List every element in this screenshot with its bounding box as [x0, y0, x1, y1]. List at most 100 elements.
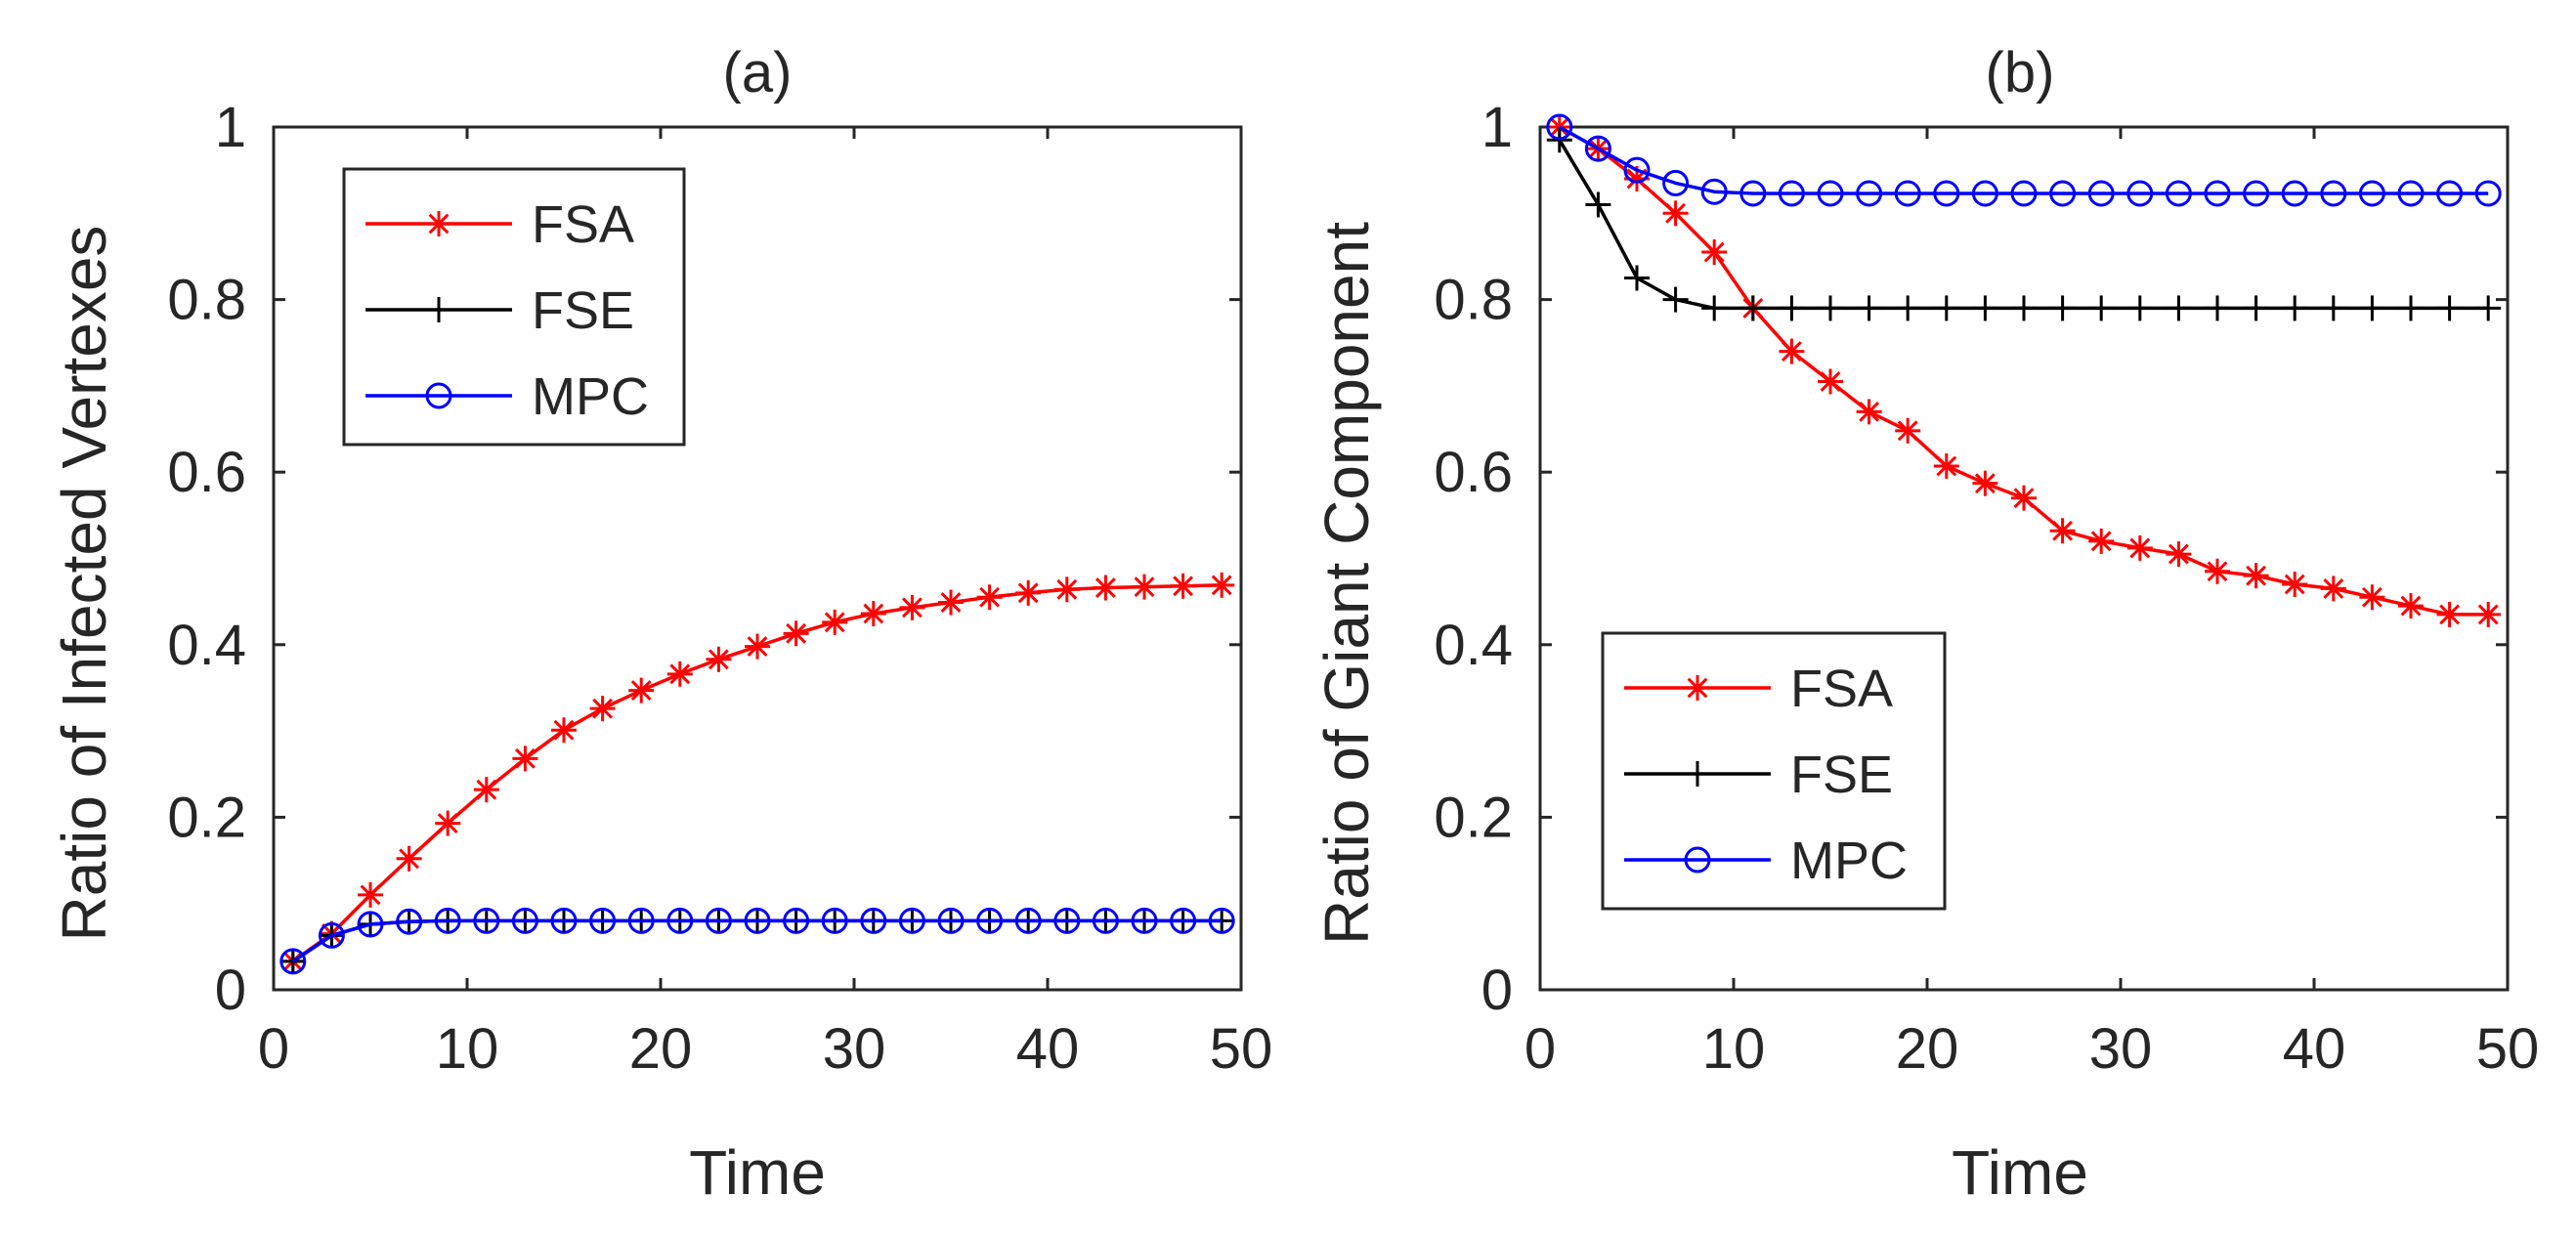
legend-item-fse: FSE [365, 281, 634, 340]
data-point [2204, 180, 2231, 207]
legend-item-fsa: FSA [365, 195, 634, 254]
data-point [1739, 180, 1767, 207]
data-point [705, 907, 732, 934]
data-point [666, 661, 693, 687]
x-tick-label: 30 [2089, 1017, 2153, 1081]
data-point [1170, 573, 1196, 599]
data-point [2166, 541, 2192, 568]
data-point [2398, 295, 2424, 321]
y-axis-label-b: Ratio of Giant Component [1311, 222, 1382, 945]
data-point [589, 696, 616, 722]
data-point [628, 677, 655, 704]
legend-label-fse: FSE [1790, 746, 1893, 804]
legend-label-mpc: MPC [532, 367, 649, 426]
series-mpc [279, 907, 1235, 975]
data-point [2166, 295, 2192, 321]
data-point [2474, 180, 2502, 207]
legend-item-fsa: FSA [1624, 660, 1893, 718]
data-point [2436, 601, 2463, 627]
data-point [2049, 180, 2077, 207]
legend-a: FSA FSE MPC [342, 167, 686, 447]
data-point [2320, 180, 2347, 207]
data-point [512, 746, 538, 772]
data-point [2243, 295, 2269, 321]
data-point [2282, 295, 2308, 321]
data-point [666, 907, 694, 934]
x-tick-label: 20 [629, 1017, 693, 1081]
series-group [279, 572, 1235, 975]
data-point [745, 633, 770, 660]
chart-panel-b: (b) Time Ratio of Giant Component 0 10 2… [1311, 41, 2539, 1208]
legend-item-mpc: MPC [365, 367, 649, 426]
data-point [1624, 265, 1650, 291]
data-point [2087, 180, 2115, 207]
data-point [1971, 180, 1998, 207]
data-point [1209, 572, 1235, 598]
data-point [1895, 295, 1921, 321]
data-point [1856, 399, 1882, 425]
data-point [435, 810, 461, 836]
data-point [434, 907, 461, 934]
legend-item-mpc: MPC [1624, 832, 1908, 890]
data-point [2359, 295, 2385, 321]
data-point [1131, 907, 1158, 934]
data-point [1779, 295, 1805, 321]
data-point [1662, 169, 1690, 196]
y-tick-label: 0.4 [167, 614, 246, 677]
data-point [1685, 675, 1710, 701]
data-point [706, 646, 732, 672]
legend-b: FSA FSE MPC [1601, 631, 1947, 911]
legend-box [1601, 631, 1947, 911]
y-tick-labels-a: 0 0.2 0.4 0.6 0.8 1 [167, 96, 246, 1022]
x-axis-label-b: Time [1952, 1137, 2088, 1208]
data-point [1585, 192, 1611, 218]
x-tick-label: 30 [823, 1017, 886, 1081]
data-point [1685, 761, 1710, 787]
data-point [1778, 180, 1805, 207]
data-point [1662, 286, 1689, 313]
x-tick-label: 10 [1702, 1017, 1766, 1081]
data-point [2011, 295, 2037, 321]
data-point [1170, 907, 1197, 934]
data-point [821, 907, 848, 934]
y-tick-label: 0.8 [1434, 269, 1513, 332]
series-mpc [1546, 113, 2502, 207]
data-point [551, 717, 577, 744]
data-point [1856, 295, 1882, 321]
data-point [1894, 180, 1921, 207]
data-point [2049, 295, 2076, 321]
data-point [2010, 180, 2038, 207]
y-tick-labels-b: 0 0.2 0.4 0.6 0.8 1 [1434, 96, 1513, 1022]
data-point [2398, 593, 2424, 619]
x-tick-label: 20 [1896, 1017, 1959, 1081]
data-point [2475, 601, 2502, 627]
series-group [1546, 113, 2502, 627]
data-point [976, 907, 1004, 934]
y-tick-label: 0 [215, 959, 246, 1022]
data-point [396, 908, 423, 935]
chart-title-b: (b) [1986, 41, 2055, 105]
data-point [2436, 295, 2463, 321]
data-point [2011, 485, 2037, 511]
data-point [2475, 295, 2502, 321]
chart-title-a: (a) [723, 41, 793, 105]
legend-box [342, 167, 686, 447]
data-point [898, 907, 925, 934]
y-tick-label: 0.2 [1434, 786, 1513, 849]
x-tick-labels-b: 0 10 20 30 40 50 [1524, 1017, 2539, 1081]
data-point [1817, 180, 1844, 207]
data-point [396, 845, 422, 872]
series-fsa [279, 572, 1235, 974]
data-point [2205, 295, 2230, 321]
data-point [822, 609, 848, 635]
data-point [2243, 180, 2270, 207]
data-point [2205, 558, 2230, 584]
data-point [2320, 576, 2346, 602]
data-point [2126, 534, 2153, 561]
x-tick-label: 50 [1210, 1017, 1273, 1081]
data-point [1895, 417, 1921, 444]
x-tick-label: 40 [1016, 1017, 1080, 1081]
data-point [1662, 200, 1689, 227]
y-tick-label: 1 [215, 96, 246, 159]
